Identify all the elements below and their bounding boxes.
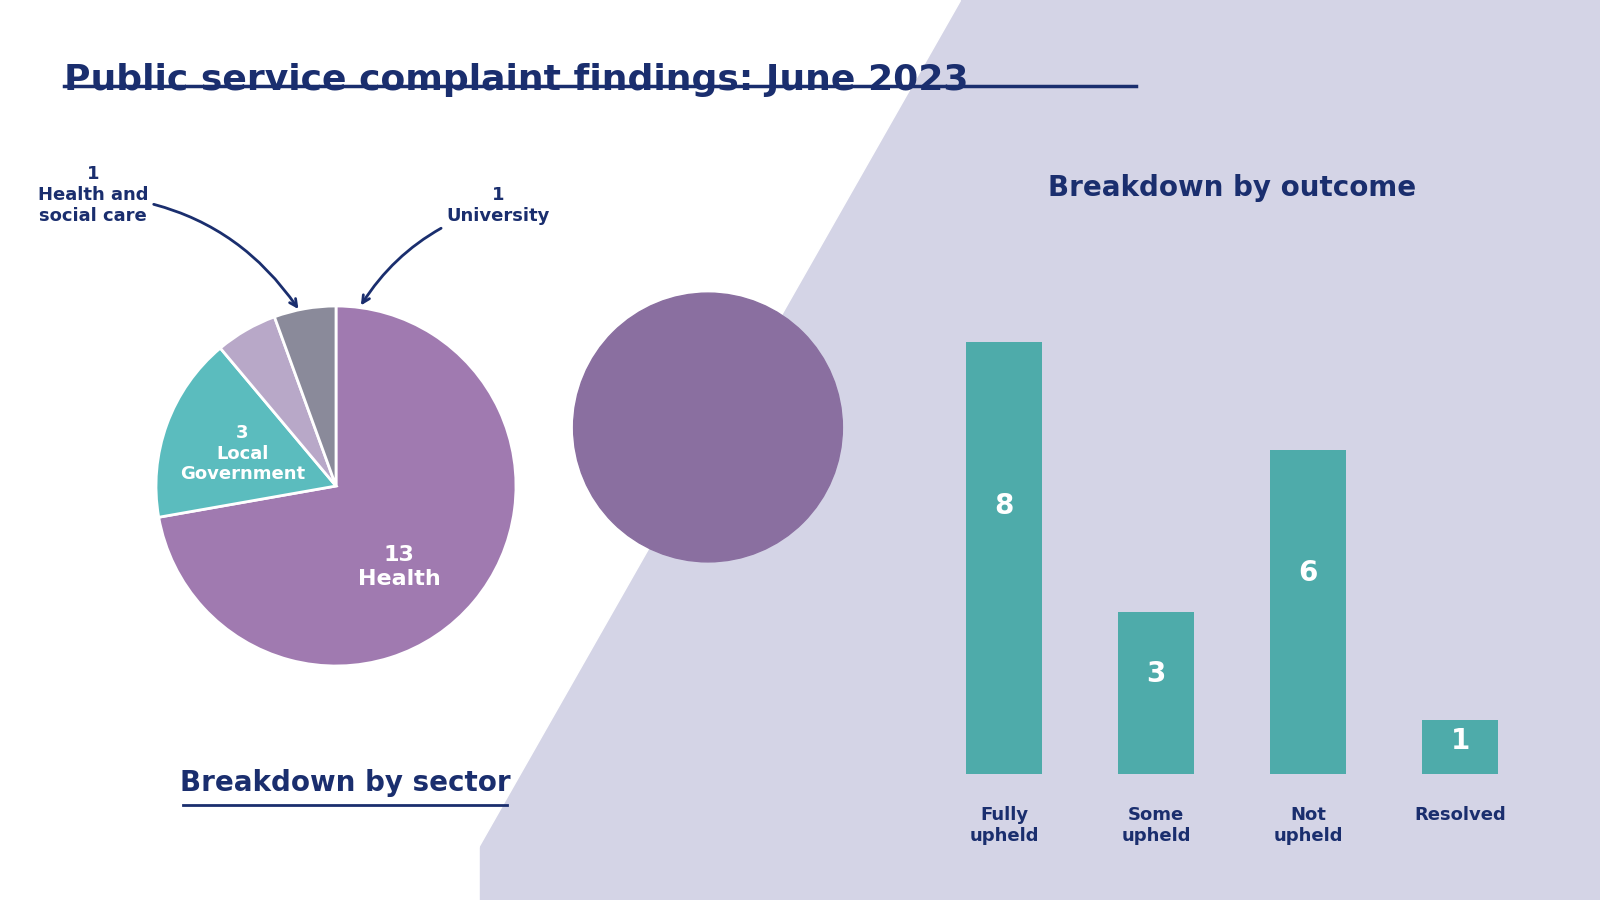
Bar	[966, 342, 1042, 774]
Text: 3: 3	[1146, 660, 1166, 688]
Text: Some
upheld: Some upheld	[1122, 806, 1190, 845]
Text: 1
Health and
social care: 1 Health and social care	[38, 166, 296, 307]
Bar	[1422, 720, 1498, 774]
Wedge shape	[221, 317, 336, 486]
Text: 6: 6	[1298, 559, 1318, 587]
Polygon shape	[480, 0, 1600, 900]
Polygon shape	[448, 0, 960, 900]
Text: 8: 8	[994, 492, 1014, 520]
Text: 18
Decisions
published: 18 Decisions published	[635, 381, 781, 474]
Text: 3
Local
Government: 3 Local Government	[179, 424, 306, 483]
Wedge shape	[157, 348, 336, 518]
Wedge shape	[158, 306, 515, 666]
Bar	[1270, 450, 1346, 774]
Wedge shape	[275, 306, 336, 486]
Text: 13
Health: 13 Health	[358, 545, 440, 589]
Bar	[1118, 612, 1194, 774]
Text: 1: 1	[1450, 726, 1470, 754]
Text: Public service complaint findings: June 2023: Public service complaint findings: June …	[64, 63, 968, 97]
Text: Breakdown by outcome: Breakdown by outcome	[1048, 174, 1416, 202]
Text: Fully
upheld: Fully upheld	[970, 806, 1038, 845]
Text: Not
upheld: Not upheld	[1274, 806, 1342, 845]
Text: 1
University: 1 University	[363, 186, 550, 302]
Text: Breakdown by sector: Breakdown by sector	[179, 769, 510, 797]
Text: Resolved: Resolved	[1414, 806, 1506, 824]
Circle shape	[574, 293, 842, 562]
